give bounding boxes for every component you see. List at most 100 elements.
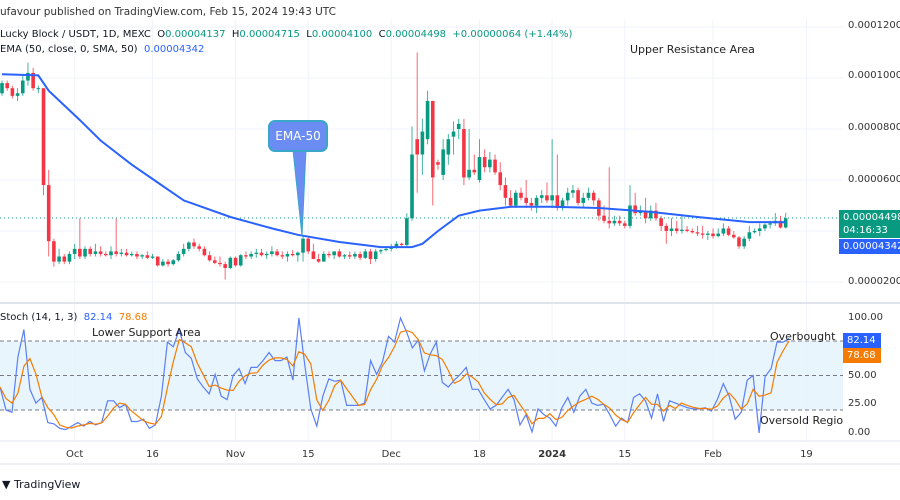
time-tick: 18: [473, 449, 486, 460]
stoch-k-value: 82.14: [83, 312, 113, 323]
last-price: 0.00004498: [843, 212, 900, 223]
stoch-legend[interactable]: Stoch (14, 1, 3) 82.14 78.68: [0, 312, 147, 323]
time-tick: Nov: [225, 449, 246, 460]
candle-down: [290, 250, 295, 257]
candle-body: [752, 231, 757, 233]
candle-up: [0, 80, 4, 96]
candle-down: [145, 251, 150, 260]
candle-body: [462, 129, 466, 178]
candle-body: [467, 169, 471, 178]
close-value: 0.00004498: [385, 29, 447, 40]
candle-up: [119, 248, 124, 257]
symbol-name[interactable]: Lucky Block / USDT, 1D, MEXC: [0, 29, 151, 40]
candle-down: [78, 218, 82, 260]
candle-down: [482, 149, 487, 173]
candle-body: [612, 220, 617, 224]
brand-name: TradingView: [13, 478, 81, 491]
candle-body: [617, 220, 622, 224]
candle-down: [192, 238, 196, 249]
candle-down: [472, 154, 477, 175]
candle-body: [379, 250, 383, 252]
candle-up: [296, 251, 300, 262]
candle-body: [695, 232, 700, 234]
candle-up: [410, 126, 414, 221]
candle-body: [301, 238, 305, 253]
candle-body: [560, 200, 565, 209]
candle-down: [202, 246, 207, 257]
candle-up: [783, 212, 788, 229]
ema-value: 0.00004342: [143, 44, 205, 55]
last-price-badge: 0.00004498 04:16:33: [839, 210, 900, 238]
candle-down: [223, 261, 227, 280]
candle-up: [534, 195, 539, 214]
candle-up: [171, 259, 176, 266]
candle-body: [20, 80, 25, 94]
candle-down: [524, 180, 528, 209]
candle-body: [664, 225, 669, 231]
candle-body: [67, 253, 72, 262]
candle-up: [752, 228, 757, 234]
tradingview-logo-icon: ▼: [2, 478, 11, 491]
candle-down: [436, 159, 440, 170]
candle-body: [706, 233, 710, 235]
candle-body: [124, 252, 129, 256]
ema-legend[interactable]: EMA (50, close, 0, SMA, 50) 0.00004342: [0, 44, 204, 55]
open-label: O: [157, 29, 166, 40]
candle-down: [244, 251, 248, 260]
candle-body: [565, 192, 570, 201]
candle-down: [508, 190, 513, 209]
candle-down: [368, 248, 373, 265]
candle-body: [270, 251, 274, 254]
candle-body: [238, 255, 243, 266]
candles: [0, 52, 788, 280]
candle-body: [88, 248, 93, 254]
candle-up: [270, 246, 274, 257]
candle-body: [135, 253, 139, 257]
candle-down: [576, 187, 580, 206]
candle-down: [88, 246, 93, 257]
candle-down: [498, 162, 503, 191]
candle-body: [275, 251, 279, 256]
candle-body: [280, 255, 285, 257]
candle-down: [316, 253, 321, 263]
candle-body: [264, 253, 269, 256]
candle-up: [57, 248, 61, 265]
candle-down: [462, 118, 466, 186]
close-label: C: [378, 29, 386, 40]
stoch-d-line: [0, 329, 790, 429]
candle-down: [623, 220, 627, 229]
candle-up: [669, 218, 674, 237]
candle-body: [581, 197, 586, 203]
candle-up: [254, 248, 259, 258]
candle-body: [519, 192, 523, 198]
candle-up: [716, 228, 721, 238]
candle-body: [415, 139, 419, 155]
candle-body: [539, 195, 544, 198]
published-line: ufavour published on TradingView.com, Fe…: [0, 6, 336, 18]
candle-body: [109, 251, 113, 256]
candle-down: [347, 251, 352, 260]
candle-body: [41, 88, 46, 186]
ema-label: EMA (50, close, 0, SMA, 50): [0, 44, 138, 55]
candle-up: [301, 236, 305, 262]
candle-body: [420, 131, 425, 155]
candle-down: [685, 225, 689, 233]
candle-body: [524, 197, 528, 203]
candle-body: [259, 252, 264, 256]
time-tick: 19: [800, 449, 813, 460]
stoch-tick: 0.00: [848, 427, 871, 438]
candle-body: [586, 192, 591, 198]
candle-body: [685, 229, 689, 231]
candle-body: [436, 162, 440, 165]
candle-body: [607, 220, 612, 224]
candle-up: [161, 259, 165, 267]
footer-brand[interactable]: ▼ TradingView: [2, 478, 80, 491]
candle-body: [129, 253, 134, 256]
candle-body: [290, 253, 295, 256]
candle-body: [347, 255, 352, 257]
stoch-tick: 25.00: [848, 398, 877, 409]
candle-up: [187, 241, 191, 252]
candle-body: [508, 197, 513, 206]
candle-body: [228, 257, 233, 268]
